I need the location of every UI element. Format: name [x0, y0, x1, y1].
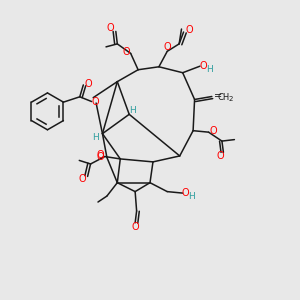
Text: O: O	[84, 79, 92, 89]
Text: O: O	[200, 61, 207, 70]
Text: O: O	[107, 23, 114, 33]
Text: H: H	[129, 106, 136, 115]
Text: O: O	[78, 174, 86, 184]
Text: O: O	[122, 47, 130, 57]
Text: O: O	[164, 43, 171, 52]
Text: O: O	[131, 222, 139, 232]
Text: H: H	[92, 133, 98, 142]
Text: O: O	[97, 152, 104, 161]
Text: H: H	[206, 65, 213, 74]
Text: O: O	[209, 126, 217, 136]
Text: O: O	[216, 151, 224, 161]
Text: CH: CH	[218, 93, 230, 102]
Text: O: O	[182, 188, 190, 198]
Text: =: =	[214, 91, 222, 101]
Text: O: O	[185, 25, 193, 35]
Text: 2: 2	[228, 96, 233, 102]
Text: O: O	[92, 98, 99, 107]
Text: H: H	[188, 192, 195, 201]
Text: O: O	[97, 150, 104, 160]
